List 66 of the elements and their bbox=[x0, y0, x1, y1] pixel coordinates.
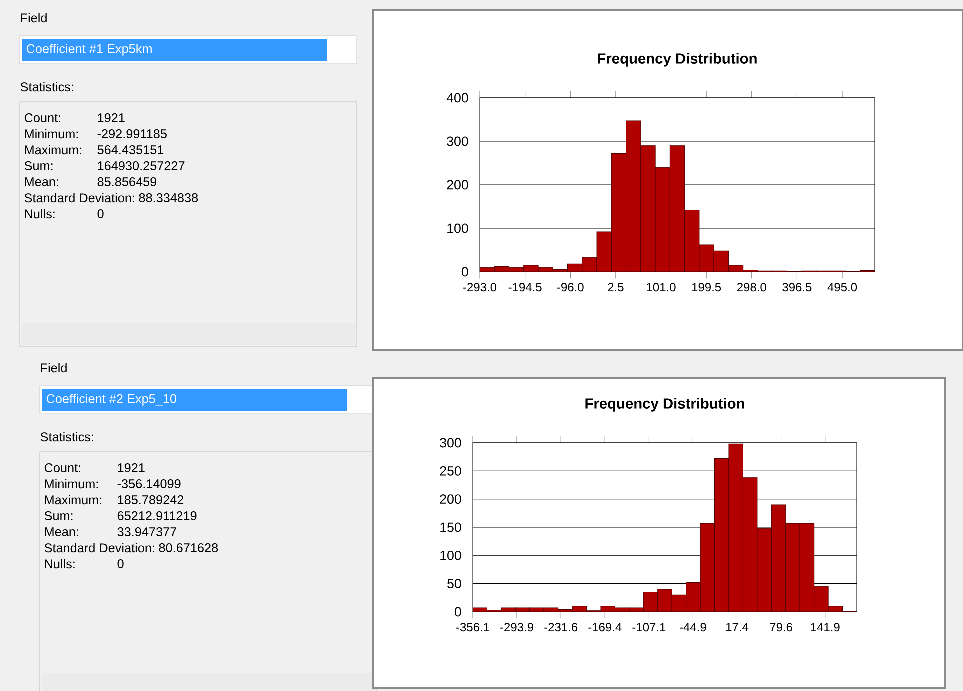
y-tick-label: 300 bbox=[447, 136, 468, 146]
x-tick-label: -293.0 bbox=[464, 283, 497, 292]
text: Maximum: bbox=[25, 145, 82, 155]
text: Field bbox=[41, 363, 67, 373]
text: Minimum: bbox=[25, 129, 78, 139]
x-tick-label: -231.6 bbox=[544, 623, 578, 632]
x-tick-label: -293.9 bbox=[500, 623, 534, 632]
text: 80.671628 bbox=[159, 544, 218, 552]
text: 88.334838 bbox=[139, 194, 198, 202]
chart-title: Frequency Distribution bbox=[598, 53, 757, 67]
x-tick-label: -96.0 bbox=[558, 283, 584, 292]
text: 33.947377 bbox=[118, 528, 177, 536]
text: Coefficient #2 Exp5_10 bbox=[46, 394, 176, 406]
x-tick-label: 2.5 bbox=[608, 283, 624, 292]
text: 164930.257227 bbox=[98, 162, 185, 170]
y-tick-label: 200 bbox=[440, 494, 462, 504]
x-tick-label: 17.4 bbox=[726, 623, 749, 632]
text: Standard Deviation: bbox=[24, 193, 134, 203]
text: 1921 bbox=[98, 114, 125, 122]
text: Count: bbox=[24, 114, 60, 122]
text: Statistics: bbox=[40, 432, 94, 442]
y-tick-label: 400 bbox=[446, 93, 468, 103]
text: Mean: bbox=[25, 178, 58, 186]
y-tick-label: 100 bbox=[440, 550, 462, 560]
x-tick-label: 396.5 bbox=[782, 283, 812, 292]
text: 85.856459 bbox=[98, 178, 157, 186]
y-tick-label: 300 bbox=[440, 438, 462, 448]
x-tick-label: -107.1 bbox=[632, 623, 666, 632]
text: Count: bbox=[44, 464, 80, 472]
text: Coefficient #1 Exp5km bbox=[26, 44, 152, 56]
x-tick-label: -194.5 bbox=[508, 283, 542, 292]
y-tick-label: 100 bbox=[448, 224, 468, 234]
chart-title: Frequency Distribution bbox=[586, 398, 744, 412]
text: Nulls: bbox=[25, 209, 55, 219]
text: Statistics: bbox=[20, 82, 74, 92]
text: Minimum: bbox=[45, 479, 98, 489]
text: 0 bbox=[118, 560, 124, 568]
x-tick-label: 495.0 bbox=[828, 283, 858, 292]
x-tick-label: 101.0 bbox=[647, 283, 676, 292]
text: -292.991185 bbox=[98, 130, 167, 138]
text: -356.14099 bbox=[118, 480, 181, 488]
x-tick-label: -356.1 bbox=[456, 623, 490, 632]
y-tick-label: 0 bbox=[454, 607, 462, 617]
text: 0 bbox=[98, 210, 104, 218]
text: Nulls: bbox=[45, 559, 75, 569]
text: Mean: bbox=[45, 528, 78, 536]
y-tick-label: 200 bbox=[447, 180, 468, 190]
text: 65212.911219 bbox=[118, 512, 197, 520]
text: 1921 bbox=[118, 464, 145, 472]
text: Sum: bbox=[24, 162, 53, 170]
text: Field bbox=[21, 13, 47, 23]
x-tick-label: 79.6 bbox=[770, 623, 792, 632]
text: Standard Deviation: bbox=[44, 543, 154, 553]
x-tick-label: -169.4 bbox=[588, 623, 622, 632]
x-tick-label: 298.0 bbox=[737, 283, 766, 292]
x-tick-label: 141.9 bbox=[811, 623, 840, 632]
text: Maximum: bbox=[45, 495, 102, 505]
y-tick-label: 0 bbox=[462, 267, 468, 277]
x-tick-label: 199.5 bbox=[692, 283, 722, 292]
y-tick-label: 150 bbox=[440, 522, 462, 532]
y-tick-label: 250 bbox=[440, 466, 462, 476]
text: 564.435151 bbox=[98, 146, 164, 154]
text: 185.789242 bbox=[118, 496, 184, 504]
text: Sum: bbox=[44, 512, 73, 520]
y-tick-label: 50 bbox=[448, 579, 462, 589]
x-tick-label: -44.9 bbox=[680, 623, 706, 632]
